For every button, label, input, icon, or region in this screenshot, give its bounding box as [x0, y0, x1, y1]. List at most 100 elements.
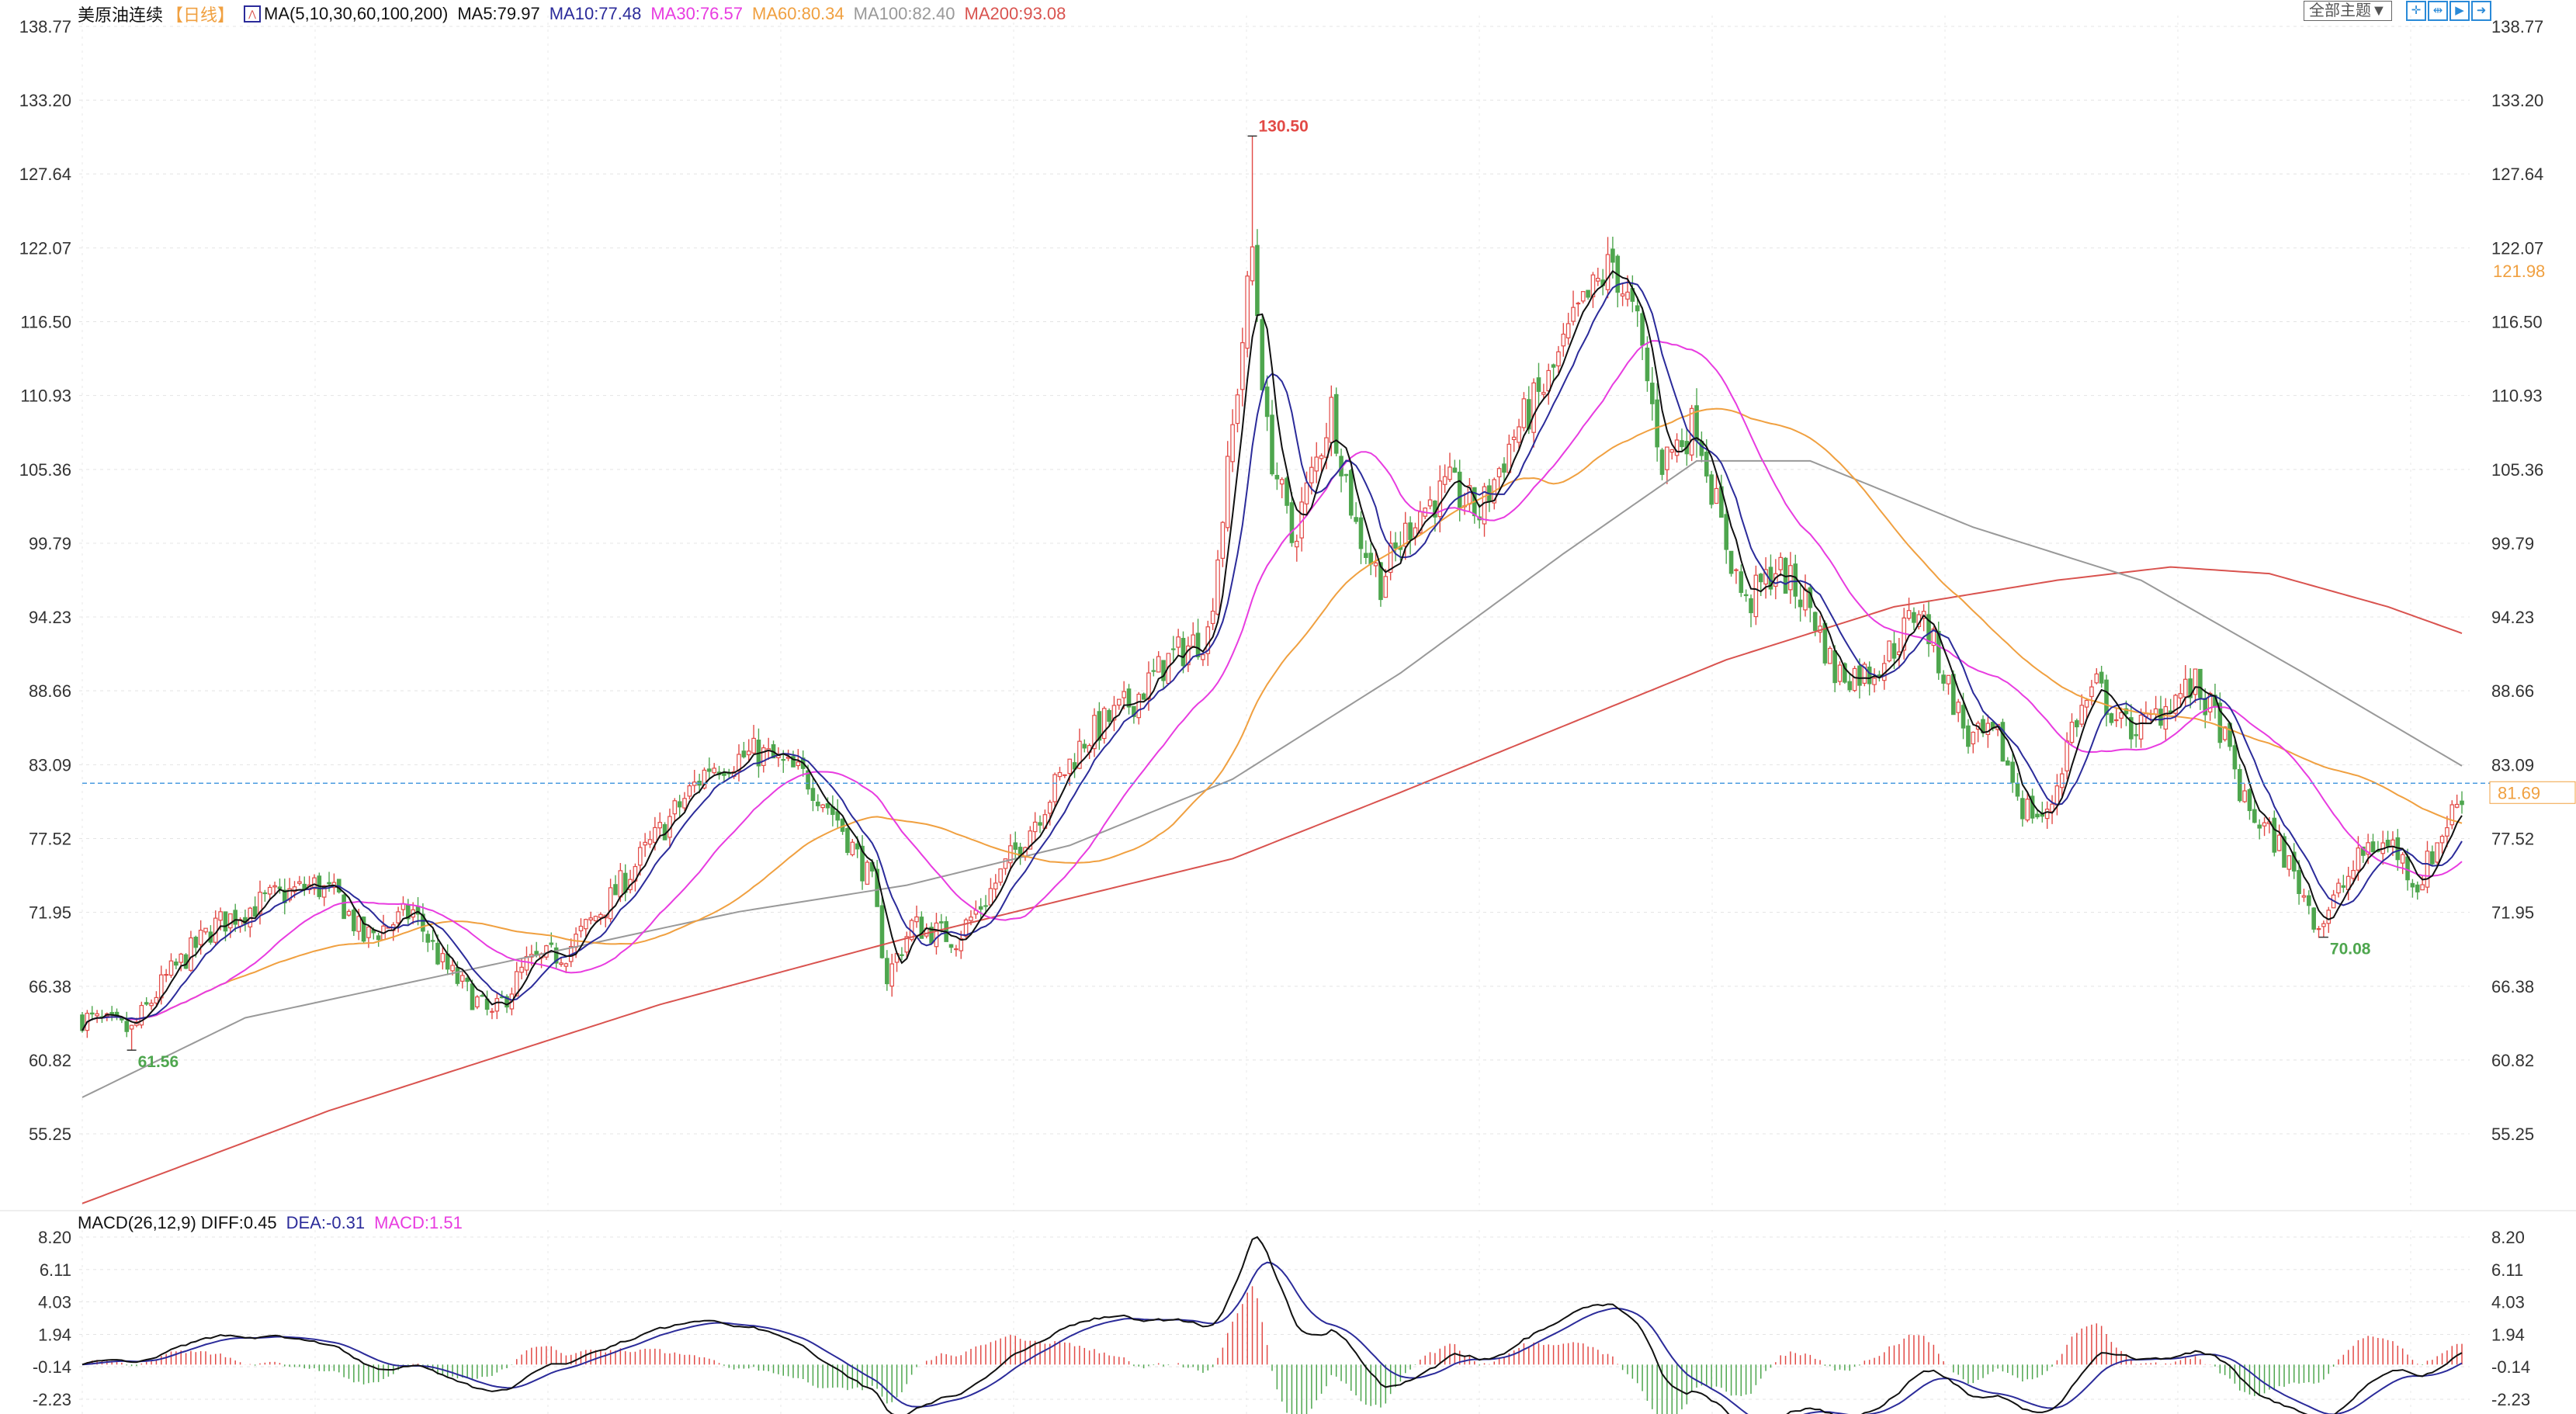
candle-body	[1052, 774, 1057, 802]
candle-body	[455, 967, 460, 984]
candle	[2065, 732, 2069, 780]
price-axis-label-left: 71.95	[29, 903, 71, 923]
zoom-range-icon[interactable]: ⇹	[2428, 1, 2448, 21]
candle-body	[1812, 612, 1818, 631]
candle	[677, 795, 682, 817]
price-axis-label-left: 88.66	[29, 681, 71, 701]
candle-body	[1857, 665, 1862, 686]
candle-body	[796, 761, 801, 767]
candle-body	[189, 937, 193, 971]
candle	[1778, 552, 1783, 577]
candle	[1926, 600, 1931, 657]
candle	[1151, 658, 1156, 677]
candle	[208, 925, 213, 945]
candle-body	[1210, 610, 1215, 625]
candle-body	[1778, 556, 1783, 570]
candle-body	[1126, 688, 1132, 708]
candle-body	[1101, 708, 1107, 740]
candle-body	[89, 1012, 95, 1015]
candle-body	[1832, 650, 1837, 684]
price-axis-label-left: 116.50	[20, 312, 71, 331]
candle	[948, 944, 954, 953]
candle-body	[1220, 522, 1226, 559]
candle	[1665, 446, 1669, 484]
candle	[1798, 585, 1803, 622]
instrument-name: 美原油连续	[78, 5, 164, 25]
candle-body	[2020, 798, 2025, 820]
candle-body	[1047, 802, 1052, 814]
ma5-line	[81, 269, 2463, 1031]
candle-body	[346, 910, 352, 916]
candle-body	[2449, 804, 2455, 826]
theme-select[interactable]: 全部主题▼	[2304, 1, 2392, 21]
candle	[2005, 757, 2010, 766]
candle	[1981, 715, 1985, 737]
candle-body	[2326, 910, 2332, 924]
candle-body	[440, 953, 446, 962]
candle	[1788, 552, 1793, 605]
candle	[2430, 845, 2435, 866]
candle	[643, 833, 647, 858]
candle	[1038, 815, 1042, 833]
candle-body	[2119, 712, 2124, 719]
candle-body	[1985, 723, 1991, 736]
move-right-icon[interactable]: ➜	[2471, 1, 2491, 21]
candle-body	[435, 942, 440, 965]
candle	[2069, 713, 2075, 745]
candle-body	[1358, 517, 1364, 549]
candle	[1862, 661, 1867, 687]
candle	[1289, 492, 1295, 547]
candle-body	[1590, 274, 1596, 298]
candle-body	[1571, 307, 1576, 322]
candle	[563, 962, 569, 973]
candle	[1442, 464, 1447, 494]
candle	[2000, 719, 2006, 762]
price-axis-label-right: 88.66	[2491, 681, 2534, 701]
candle	[2109, 712, 2114, 726]
candle	[400, 896, 406, 917]
candle	[1506, 435, 1512, 473]
candle	[425, 930, 431, 952]
ma-indicator-icon[interactable]: ⋀	[244, 5, 262, 23]
candle-body	[741, 750, 747, 757]
candle	[258, 880, 262, 925]
candle	[262, 889, 268, 902]
candle-body	[889, 963, 895, 987]
candle	[702, 767, 707, 790]
candle-body	[272, 885, 277, 888]
candle-body	[1343, 473, 1349, 477]
price-axis-label-right: 127.64	[2491, 165, 2543, 184]
period-label[interactable]: 【日线】	[166, 5, 235, 25]
candle	[1906, 598, 1912, 621]
candle	[1230, 409, 1235, 473]
candle-body	[1556, 351, 1561, 367]
candle	[302, 876, 307, 896]
candle-body	[2454, 803, 2460, 808]
candle	[904, 931, 910, 958]
ma5-value: MA5:79.97	[457, 4, 540, 23]
play-forward-icon[interactable]: ▶	[2449, 1, 2470, 21]
candle-body	[1743, 594, 1749, 597]
candle	[879, 896, 885, 959]
candle-body	[2044, 809, 2050, 820]
candle	[2237, 764, 2242, 803]
candle	[1749, 594, 1753, 628]
crosshair-icon[interactable]: ✛	[2406, 1, 2426, 21]
candle	[1126, 684, 1132, 715]
price-axis-label-left: 110.93	[20, 386, 71, 406]
candle	[1936, 621, 1941, 681]
candle-body	[553, 947, 559, 964]
candle-body	[2297, 870, 2301, 894]
candle	[1502, 457, 1506, 483]
macd-header: MACD(26,12,9) DIFF:0.45 DEA:-0.31 MACD:1…	[78, 1213, 463, 1233]
candle	[850, 838, 855, 857]
ma-params: MA(5,10,30,60,100,200)	[264, 4, 449, 23]
candle-body	[1961, 705, 1966, 729]
candle-body	[2252, 809, 2257, 823]
candle	[1348, 469, 1354, 519]
candle	[2188, 668, 2193, 709]
candle	[1136, 691, 1142, 725]
candle	[2345, 866, 2351, 901]
candle-body	[1941, 674, 1946, 684]
